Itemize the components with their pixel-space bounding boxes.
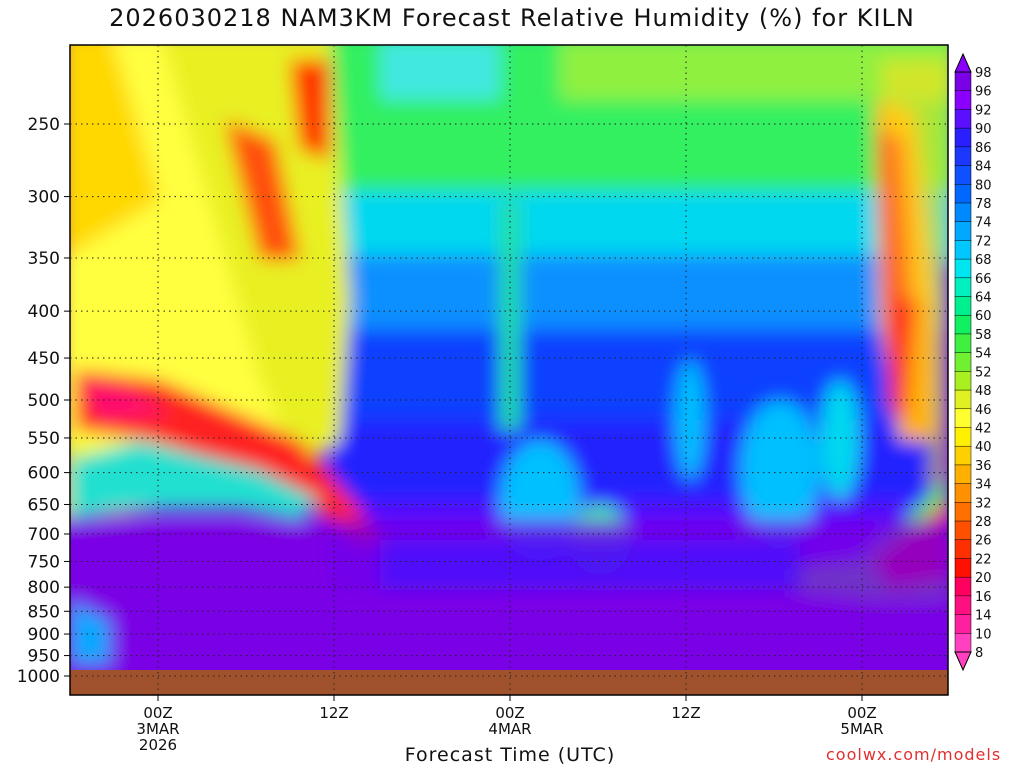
colorbar-label: 66 (975, 272, 992, 287)
y-tick-label: 750 (28, 552, 60, 572)
y-tick-label: 350 (28, 249, 60, 269)
colorbar-swatch (954, 445, 972, 466)
x-tick-label: 5MAR (840, 720, 883, 738)
colorbar-swatch (954, 371, 972, 391)
colorbar-swatch (954, 595, 972, 616)
colorbar-max-arrow (954, 52, 972, 73)
colorbar-label: 86 (975, 141, 992, 156)
colorbar-swatch (954, 258, 972, 279)
y-tick-label: 400 (28, 302, 60, 322)
colorbar-swatch (954, 576, 972, 597)
colorbar-label: 58 (975, 328, 992, 343)
colorbar-swatch (954, 558, 972, 578)
y-tick-label: 800 (28, 578, 60, 598)
colorbar-label: 36 (975, 459, 992, 474)
colorbar-swatch (954, 90, 972, 111)
colorbar-label: 96 (975, 85, 992, 100)
colorbar-label: 14 (975, 609, 992, 624)
y-tick-label: 550 (28, 429, 60, 449)
colorbar-label: 32 (975, 496, 992, 511)
terrain-band (70, 670, 948, 695)
colorbar-swatch (954, 71, 972, 92)
colorbar-label: 42 (975, 421, 992, 436)
x-tick-label: 2026 (139, 736, 177, 754)
watermark[interactable]: coolwx.com/models (826, 745, 1002, 764)
colorbar-swatch (954, 427, 972, 447)
colorbar-swatch (954, 109, 972, 129)
y-tick-label: 250 (28, 115, 60, 135)
colorbar-label: 34 (975, 478, 992, 493)
y-tick-label: 600 (28, 464, 60, 484)
colorbar-label: 10 (975, 627, 992, 642)
colorbar-label: 54 (975, 347, 992, 362)
colorbar-label: 60 (975, 309, 992, 324)
colorbar-label: 28 (975, 515, 992, 530)
colorbar-swatch (954, 240, 972, 260)
chart-title: 2026030218 NAM3KM Forecast Relative Humi… (109, 4, 915, 32)
colorbar-label: 16 (975, 590, 992, 605)
colorbar-swatch (954, 520, 972, 541)
colorbar-label: 98 (975, 66, 992, 81)
y-tick-label: 850 (28, 602, 60, 622)
x-tick-label: 3MAR (136, 720, 179, 738)
colorbar-swatch (954, 184, 972, 204)
colorbar-swatch (954, 633, 972, 653)
colorbar-label: 68 (975, 253, 992, 268)
x-tick-label: 12Z (319, 704, 348, 722)
colorbar-label: 46 (975, 403, 992, 418)
colorbar-label: 20 (975, 571, 992, 586)
colorbar-swatch (954, 146, 972, 167)
x-tick-label: 4MAR (488, 720, 531, 738)
colorbar-swatch (954, 539, 972, 560)
colorbar-min-arrow (954, 651, 972, 672)
colorbar-swatch (954, 296, 972, 316)
plot-frame (69, 44, 949, 696)
colorbar-label: 26 (975, 534, 992, 549)
colorbar-label: 84 (975, 160, 992, 175)
colorbar-swatch (954, 221, 972, 242)
colorbar-label: 78 (975, 197, 992, 212)
x-tick-label: 00Z (143, 704, 172, 722)
colorbar-label: 92 (975, 103, 992, 118)
y-tick-label: 500 (28, 391, 60, 411)
colorbar-label: 52 (975, 365, 992, 380)
colorbar-label: 80 (975, 178, 992, 193)
colorbar-label: 64 (975, 291, 992, 306)
colorbar-swatch (954, 127, 972, 148)
colorbar-label: 40 (975, 440, 992, 455)
x-axis-label: Forecast Time (UTC) (404, 744, 616, 766)
colorbar-swatch (954, 277, 972, 298)
colorbar-swatch (954, 408, 972, 429)
colorbar-swatch (954, 202, 972, 223)
colorbar-swatch (954, 483, 972, 504)
y-tick-label: 700 (28, 525, 60, 545)
x-tick-label: 00Z (495, 704, 524, 722)
colorbar-swatch (954, 165, 972, 186)
colorbar-swatch (954, 502, 972, 522)
colorbar-swatch (954, 333, 972, 354)
colorbar-label: 22 (975, 552, 992, 567)
y-tick-label: 650 (28, 495, 60, 515)
colorbar-label: 74 (975, 216, 992, 231)
colorbar-swatch (954, 314, 972, 335)
colorbar-swatch (954, 389, 972, 410)
y-tick-label: 450 (28, 349, 60, 369)
colorbar-swatch (954, 464, 972, 485)
colorbar-label: 72 (975, 234, 992, 249)
y-tick-label: 900 (28, 625, 60, 645)
colorbar-label: 8 (975, 646, 983, 661)
colorbar-swatch (954, 614, 972, 635)
x-tick-label: 00Z (847, 704, 876, 722)
x-tick-label: 12Z (671, 704, 700, 722)
y-tick-label: 950 (28, 647, 60, 667)
y-tick-label: 300 (28, 188, 60, 208)
humidity-field (70, 45, 948, 670)
colorbar-swatch (954, 352, 972, 373)
y-tick-label: 1000 (17, 667, 60, 687)
colorbar-label: 90 (975, 122, 992, 137)
colorbar-label: 48 (975, 384, 992, 399)
